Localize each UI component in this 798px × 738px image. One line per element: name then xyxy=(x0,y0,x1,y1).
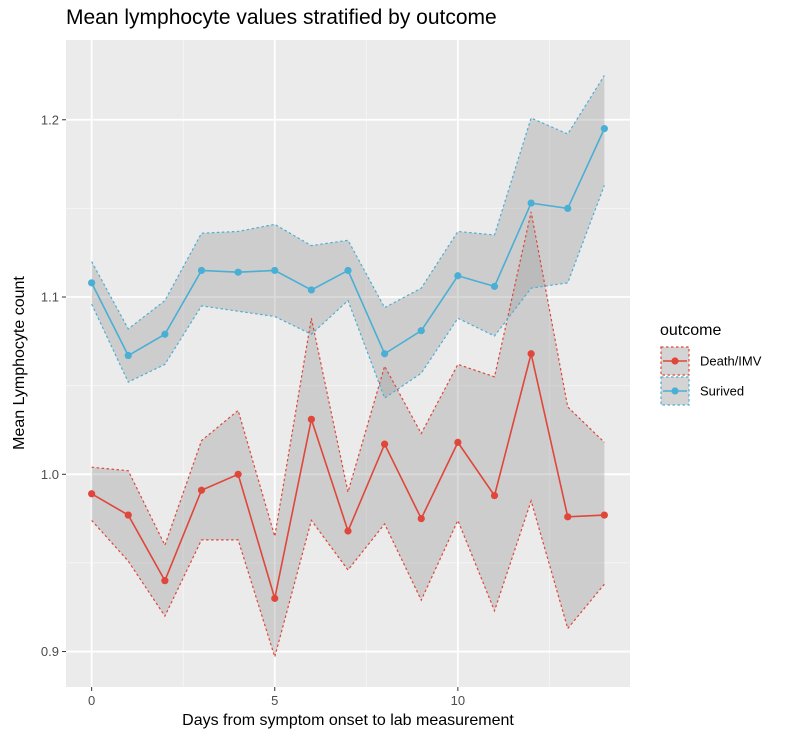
x-tick-label: 5 xyxy=(271,693,278,708)
point-series-1 xyxy=(197,266,206,275)
point-series-0 xyxy=(271,594,279,602)
upper-bound-series-1 xyxy=(91,75,605,330)
confidence-ribbons xyxy=(91,75,605,657)
minor-gridlines xyxy=(66,40,630,687)
confidence-bounds xyxy=(91,75,605,660)
y-tick-label: 1.2 xyxy=(41,112,59,127)
ribbon-series-0 xyxy=(91,211,605,657)
point-series-0 xyxy=(490,491,499,500)
x-tick-label: 0 xyxy=(88,693,95,708)
point-series-1 xyxy=(161,330,169,338)
point-series-0 xyxy=(381,440,389,448)
ribbon-series-1 xyxy=(91,75,605,399)
legend: outcome Death/IMV Surived xyxy=(660,322,762,406)
legend-label-series-0: Death/IMV xyxy=(700,354,762,369)
point-series-1 xyxy=(124,351,132,360)
point-series-0 xyxy=(564,513,572,521)
y-axis-label: Mean Lymphocyte count xyxy=(11,276,28,450)
point-series-1 xyxy=(564,204,572,212)
point-series-0 xyxy=(454,438,462,446)
point-series-1 xyxy=(234,268,242,276)
point-series-1 xyxy=(490,282,499,290)
chart-title: Mean lymphocyte values stratified by out… xyxy=(66,6,497,29)
legend-key-point-series-0 xyxy=(671,357,679,365)
point-series-1 xyxy=(417,327,425,335)
point-series-1 xyxy=(307,286,315,294)
point-series-0 xyxy=(344,527,352,535)
point-series-1 xyxy=(527,199,535,207)
point-series-0 xyxy=(307,415,315,423)
point-series-0 xyxy=(527,350,535,358)
point-series-1 xyxy=(381,350,389,358)
x-axis-label: Days from symptom onset to lab measureme… xyxy=(182,712,514,729)
point-series-0 xyxy=(161,577,169,585)
point-series-1 xyxy=(271,266,279,275)
x-tick-label: 10 xyxy=(451,693,465,708)
y-tick-label: 0.9 xyxy=(41,644,59,659)
point-series-0 xyxy=(417,515,425,523)
point-series-1 xyxy=(344,266,352,275)
lower-bound-series-1 xyxy=(91,185,605,399)
y-tick-label: 1.0 xyxy=(41,467,59,482)
axis-ticks xyxy=(62,119,459,691)
legend-key-point-series-1 xyxy=(671,387,679,395)
point-series-0 xyxy=(600,511,608,519)
point-series-1 xyxy=(600,125,608,133)
y-tick-label: 1.1 xyxy=(41,290,59,305)
plot-background xyxy=(66,40,630,687)
point-series-0 xyxy=(197,486,206,494)
legend-label-series-1: Surived xyxy=(700,384,744,399)
upper-bound-series-0 xyxy=(91,211,605,547)
major-gridlines xyxy=(66,40,630,687)
point-series-0 xyxy=(124,511,132,519)
point-series-1 xyxy=(88,279,96,287)
tick-labels: 0 5 10 0.9 1.0 1.1 1.2 xyxy=(41,112,465,708)
legend-title: outcome xyxy=(660,322,721,339)
point-series-0 xyxy=(88,490,96,498)
series-points xyxy=(88,125,608,602)
point-series-0 xyxy=(234,470,242,478)
point-series-1 xyxy=(454,272,462,280)
